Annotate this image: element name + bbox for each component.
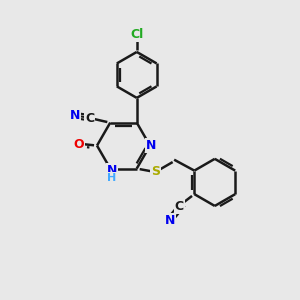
Text: N: N — [146, 139, 157, 152]
Text: N: N — [165, 214, 175, 227]
Text: S: S — [152, 165, 160, 178]
Text: N: N — [70, 109, 80, 122]
Text: C: C — [85, 112, 94, 125]
Text: C: C — [175, 200, 184, 213]
Text: Cl: Cl — [130, 28, 143, 41]
Text: N: N — [106, 164, 117, 176]
Text: H: H — [107, 173, 116, 183]
Text: O: O — [74, 138, 84, 151]
